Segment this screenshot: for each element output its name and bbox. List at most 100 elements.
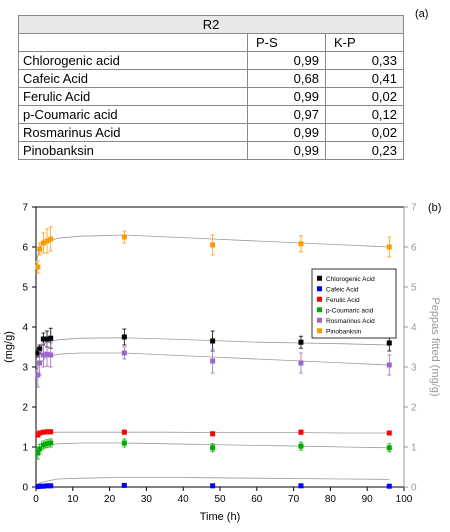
data-point bbox=[386, 430, 392, 436]
data-point bbox=[37, 446, 43, 452]
legend-marker bbox=[317, 275, 322, 281]
legend-label: Ferulic Acid bbox=[326, 297, 360, 304]
data-point bbox=[121, 440, 127, 446]
y2-axis-title: Peppas fitted (mg/g) bbox=[429, 297, 441, 396]
legend-label: Pinobanksin bbox=[326, 328, 362, 335]
data-point bbox=[386, 244, 392, 250]
y2-tick-label: 7 bbox=[411, 203, 417, 214]
data-point bbox=[210, 338, 216, 344]
data-point bbox=[121, 482, 127, 488]
row-kp: 0,23 bbox=[324, 141, 405, 160]
data-point bbox=[298, 483, 304, 489]
data-point bbox=[298, 443, 304, 449]
data-point bbox=[37, 430, 43, 436]
table-header-row: P-S K-P bbox=[18, 33, 405, 52]
row-kp: 0,12 bbox=[324, 105, 405, 124]
data-point bbox=[37, 483, 43, 489]
table-title-row: R2 bbox=[18, 15, 404, 34]
x-tick-label: 10 bbox=[67, 494, 79, 505]
data-point bbox=[40, 352, 46, 358]
row-ps: 0,99 bbox=[246, 141, 326, 160]
data-point bbox=[298, 339, 304, 345]
data-point bbox=[48, 236, 54, 242]
table-title: R2 bbox=[18, 15, 404, 34]
data-point bbox=[44, 429, 50, 435]
data-point bbox=[40, 442, 46, 448]
fit-curve bbox=[35, 352, 390, 372]
x-tick-label: 30 bbox=[141, 494, 153, 505]
fit-curve bbox=[35, 337, 390, 354]
x-tick-label: 0 bbox=[33, 494, 39, 505]
data-point bbox=[121, 350, 127, 356]
legend-label: Cafeic Acid bbox=[326, 286, 359, 293]
series-3 bbox=[35, 438, 392, 460]
data-point bbox=[37, 246, 43, 252]
data-point bbox=[298, 429, 304, 435]
data-point bbox=[386, 362, 392, 368]
data-point bbox=[210, 445, 216, 451]
legend-label: p-Coumaric acid bbox=[326, 307, 374, 314]
data-point bbox=[44, 351, 50, 357]
x-tick-label: 90 bbox=[362, 494, 374, 505]
data-point bbox=[386, 483, 392, 489]
y-tick-label: 2 bbox=[22, 403, 28, 414]
y-tick-label: 7 bbox=[22, 203, 28, 214]
row-kp: 0,02 bbox=[324, 87, 405, 106]
data-point bbox=[48, 352, 54, 358]
data-point bbox=[40, 483, 46, 489]
row-kp: 0,33 bbox=[324, 51, 405, 70]
table-row: Chlorogenic acid 0,99 0,33 bbox=[18, 51, 405, 70]
y2-tick-label: 0 bbox=[411, 483, 417, 494]
y2-tick-label: 2 bbox=[411, 403, 417, 414]
y-tick-label: 1 bbox=[22, 443, 28, 454]
y2-tick-label: 6 bbox=[411, 243, 417, 254]
x-tick-label: 60 bbox=[251, 494, 263, 505]
data-point bbox=[40, 429, 46, 435]
data-point bbox=[386, 445, 392, 451]
legend: Chlorogenic Acid Cafeic Acid Ferulic Acid p… bbox=[311, 268, 397, 339]
row-name: Pinobanksin bbox=[18, 141, 248, 160]
series-5 bbox=[35, 226, 392, 274]
y-axis-title: (mg/g) bbox=[3, 331, 15, 363]
data-point bbox=[386, 340, 392, 346]
legend-label: Chlorogenic Acid bbox=[326, 276, 375, 283]
data-point bbox=[37, 360, 43, 366]
y-tick-label: 4 bbox=[22, 323, 28, 334]
data-point bbox=[298, 360, 304, 366]
data-point bbox=[210, 431, 216, 437]
data-point bbox=[298, 241, 304, 247]
table-row: Pinobanksin 0,99 0,23 bbox=[18, 141, 405, 160]
legend-marker bbox=[317, 296, 322, 302]
x-tick-label: 50 bbox=[214, 494, 226, 505]
x-tick-label: 70 bbox=[288, 494, 300, 505]
y2-tick-label: 4 bbox=[411, 323, 417, 334]
data-point bbox=[40, 240, 46, 246]
data-point bbox=[210, 242, 216, 248]
y-tick-label: 3 bbox=[22, 363, 28, 374]
x-tick-label: 100 bbox=[396, 494, 413, 505]
legend-marker bbox=[317, 317, 322, 323]
data-point bbox=[35, 264, 41, 270]
r2-table: R2 P-S K-P Chlorogenic acid 0,99 0,33 Ca… bbox=[18, 15, 405, 160]
legend-marker bbox=[317, 286, 322, 292]
header-kp: K-P bbox=[324, 33, 405, 52]
panel-label-b: (b) bbox=[428, 202, 441, 214]
header-ps: P-S bbox=[246, 33, 326, 52]
data-point bbox=[35, 450, 41, 456]
row-ps: 0,99 bbox=[246, 87, 326, 106]
legend-marker bbox=[317, 328, 322, 334]
series-2 bbox=[35, 429, 392, 438]
data-point bbox=[44, 483, 50, 489]
legend-box bbox=[311, 268, 397, 339]
y2-tick-label: 1 bbox=[411, 443, 417, 454]
data-point bbox=[48, 335, 54, 341]
row-name: Chlorogenic acid bbox=[18, 51, 248, 70]
x-tick-label: 20 bbox=[104, 494, 116, 505]
data-point bbox=[37, 346, 43, 352]
data-point bbox=[121, 234, 127, 240]
y-tick-label: 0 bbox=[22, 483, 28, 494]
series-4 bbox=[35, 341, 392, 388]
data-point bbox=[44, 238, 50, 244]
x-tick-label: 40 bbox=[178, 494, 190, 505]
